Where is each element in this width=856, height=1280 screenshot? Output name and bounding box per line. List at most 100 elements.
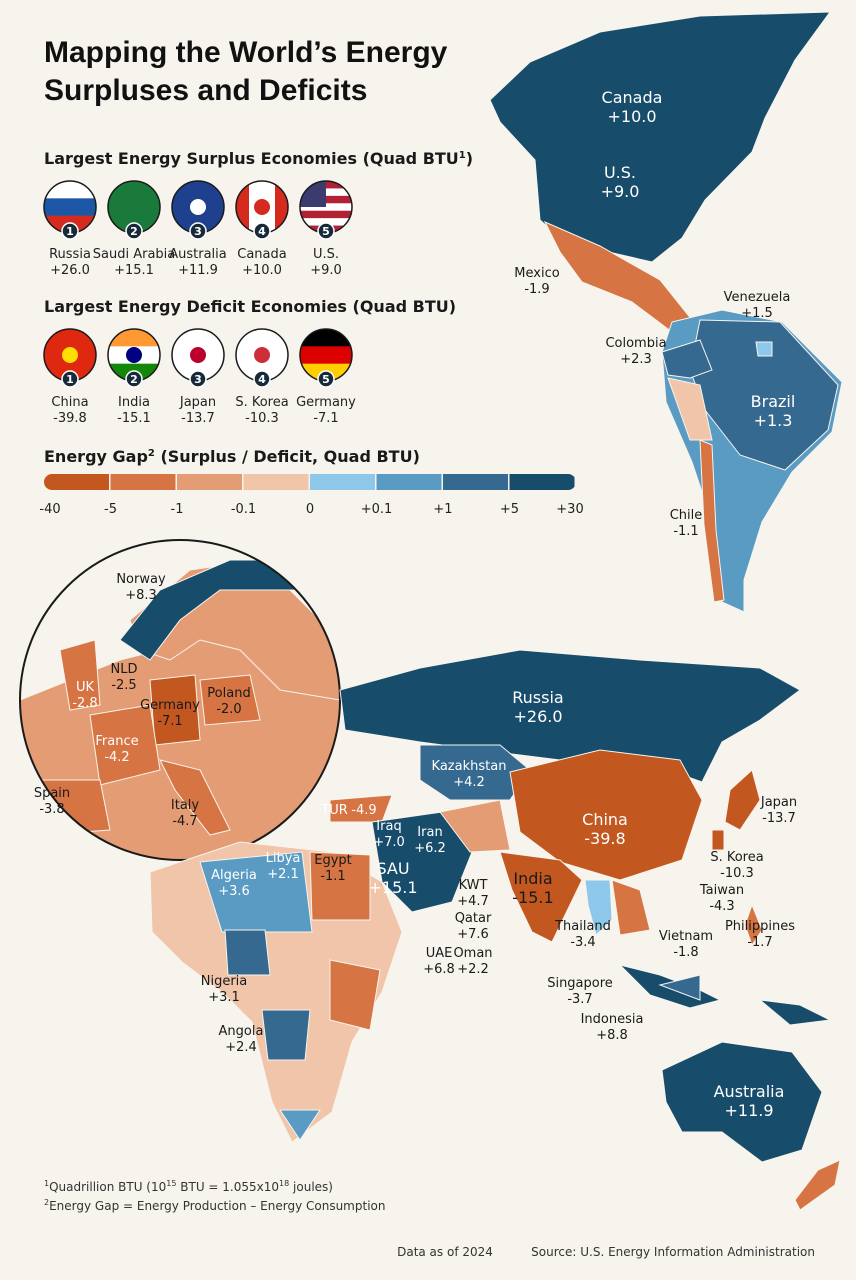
map-label-name: Qatar	[455, 911, 492, 926]
rank-badge	[189, 222, 207, 240]
economy-name: U.S.	[313, 247, 339, 262]
rank-badge	[317, 222, 335, 240]
map-label-value: +26.0	[513, 707, 562, 726]
deficit-heading: Largest Energy Deficit Economies (Quad B…	[44, 297, 456, 316]
rank-number: 1	[66, 225, 74, 238]
map-label-value: +9.0	[601, 182, 640, 201]
rank-number: 3	[194, 225, 202, 238]
rank-number: 1	[66, 373, 74, 386]
economy-name: China	[51, 395, 88, 410]
economy-value: -13.7	[181, 411, 215, 426]
map-label-value: +11.9	[724, 1101, 773, 1120]
map-label-name: TUR	[320, 803, 347, 818]
map-label-name: Taiwan	[699, 883, 744, 898]
legend-swatch	[376, 474, 442, 490]
map-label-value: +4.2	[453, 775, 485, 790]
footnote: 2Energy Gap = Energy Production – Energy…	[44, 1198, 385, 1213]
map-label-name: KWT	[459, 878, 488, 893]
map-label-name: SAU	[376, 859, 409, 878]
legend-tick-label: +5	[500, 502, 519, 517]
rank-number: 3	[194, 373, 202, 386]
map-europe	[20, 540, 340, 860]
map-label-value: -2.5	[111, 678, 136, 693]
map-label-value: +2.3	[620, 352, 652, 367]
economy-value: -10.3	[245, 411, 279, 426]
map-label-value: +2.1	[267, 867, 299, 882]
map-label: TUR -4.9	[320, 803, 376, 818]
map-label-name: Angola	[219, 1024, 264, 1039]
legend-swatch	[177, 474, 242, 490]
footnote-sup: 18	[279, 1179, 289, 1188]
footnote-sup: 15	[166, 1179, 176, 1188]
flag	[236, 329, 288, 381]
rank-badge	[125, 370, 143, 388]
economy-name: Japan	[179, 395, 216, 410]
map-label-name: Vietnam	[659, 929, 713, 944]
map-label-name: Chile	[670, 508, 703, 523]
map-label-value: -1.8	[673, 945, 698, 960]
surplus-heading: Largest Energy Surplus Economies (Quad B…	[44, 149, 473, 168]
flag-stripe	[300, 210, 352, 219]
map-label-name: Libya	[266, 851, 301, 866]
legend-swatch	[310, 474, 375, 490]
map-label-value: -1.7	[747, 935, 772, 950]
economy-name: India	[118, 395, 150, 410]
map-americas	[489, 11, 843, 613]
map-label-value: -4.9	[351, 803, 376, 818]
map-label-value: -2.0	[216, 702, 241, 717]
flag-emblem	[62, 347, 78, 363]
map-label-value: -10.3	[720, 866, 754, 881]
flag-stripe	[44, 181, 96, 199]
map-label-name: Russia	[512, 688, 563, 707]
economy-value: +11.9	[178, 263, 218, 278]
heading-sup: 2	[148, 448, 155, 459]
map-label-value: +6.8	[423, 962, 455, 977]
rank-number: 2	[130, 373, 138, 386]
map-label-name: Philippines	[725, 919, 795, 934]
legend-tick-label: +0.1	[361, 502, 393, 517]
map-label-name: Egypt	[314, 853, 352, 868]
map-label-name: S. Korea	[710, 850, 763, 865]
map-label-name: Norway	[116, 572, 166, 587]
map-label-name: India	[513, 869, 552, 888]
map-label-value: +7.6	[457, 927, 489, 942]
map-label-value: +3.1	[208, 990, 240, 1005]
map-label-name: Oman	[453, 946, 492, 961]
map-label-name: Poland	[207, 686, 250, 701]
title-line: Mapping the World’s Energy	[44, 36, 448, 69]
footnote-marker: 2	[44, 1198, 49, 1207]
map-label-value: -1.1	[320, 869, 345, 884]
map-label-name: Colombia	[605, 336, 666, 351]
source: Source: U.S. Energy Information Administ…	[531, 1245, 815, 1259]
economy-name: Saudi Arabia	[93, 247, 176, 262]
map-label-value: +8.8	[596, 1028, 628, 1043]
map-label-name: Singapore	[547, 976, 613, 991]
rank-badge	[317, 370, 335, 388]
legend-heading: Energy Gap2 (Surplus / Deficit, Quad BTU…	[44, 447, 420, 466]
legend-swatch	[110, 474, 176, 490]
map-label-value: -15.1	[512, 888, 553, 907]
heading-text: Energy Gap	[44, 447, 148, 466]
map-label-value: -3.7	[567, 992, 592, 1007]
map-label-value: -3.8	[39, 802, 64, 817]
map-label-value: +6.2	[414, 841, 446, 856]
map-label-value: +15.1	[368, 878, 417, 897]
map-label-name: Iran	[417, 825, 442, 840]
map-label-name: Spain	[34, 786, 70, 801]
map-label-name: Nigeria	[201, 974, 248, 989]
map-label-value: -4.2	[104, 750, 129, 765]
map-label-value: +2.2	[457, 962, 489, 977]
map-label-value: +8.3	[125, 588, 157, 603]
economy-name: Russia	[49, 247, 91, 262]
flag-stripe	[300, 346, 352, 365]
map-label-value: -1.9	[524, 282, 549, 297]
legend-tick-label: 0	[306, 502, 314, 517]
legend-tick-label: +30	[556, 502, 583, 517]
map-label-name: U.S.	[604, 163, 636, 182]
rank-number: 2	[130, 225, 138, 238]
flag-stripe	[300, 218, 352, 227]
map-label-value: -2.8	[72, 696, 97, 711]
map-label-value: -39.8	[584, 829, 625, 848]
map-label-name: NLD	[111, 662, 138, 677]
economy-value: +10.0	[242, 263, 282, 278]
